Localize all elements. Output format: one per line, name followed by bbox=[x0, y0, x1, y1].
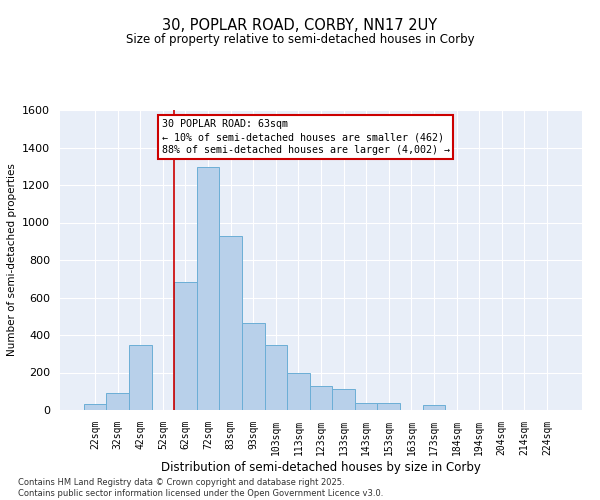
Text: Size of property relative to semi-detached houses in Corby: Size of property relative to semi-detach… bbox=[125, 32, 475, 46]
Y-axis label: Number of semi-detached properties: Number of semi-detached properties bbox=[7, 164, 17, 356]
Bar bbox=[265, 346, 287, 410]
Bar bbox=[377, 404, 400, 410]
Bar bbox=[287, 374, 310, 410]
Bar bbox=[129, 346, 152, 410]
Bar bbox=[220, 236, 242, 410]
Bar bbox=[242, 323, 265, 410]
X-axis label: Distribution of semi-detached houses by size in Corby: Distribution of semi-detached houses by … bbox=[161, 460, 481, 473]
Bar bbox=[355, 404, 377, 410]
Bar bbox=[310, 386, 332, 410]
Bar bbox=[84, 404, 106, 410]
Bar bbox=[422, 406, 445, 410]
Bar bbox=[332, 390, 355, 410]
Bar bbox=[174, 282, 197, 410]
Text: 30 POPLAR ROAD: 63sqm
← 10% of semi-detached houses are smaller (462)
88% of sem: 30 POPLAR ROAD: 63sqm ← 10% of semi-deta… bbox=[162, 119, 450, 156]
Text: Contains HM Land Registry data © Crown copyright and database right 2025.
Contai: Contains HM Land Registry data © Crown c… bbox=[18, 478, 383, 498]
Bar bbox=[197, 167, 220, 410]
Text: 30, POPLAR ROAD, CORBY, NN17 2UY: 30, POPLAR ROAD, CORBY, NN17 2UY bbox=[163, 18, 437, 32]
Bar bbox=[106, 393, 129, 410]
